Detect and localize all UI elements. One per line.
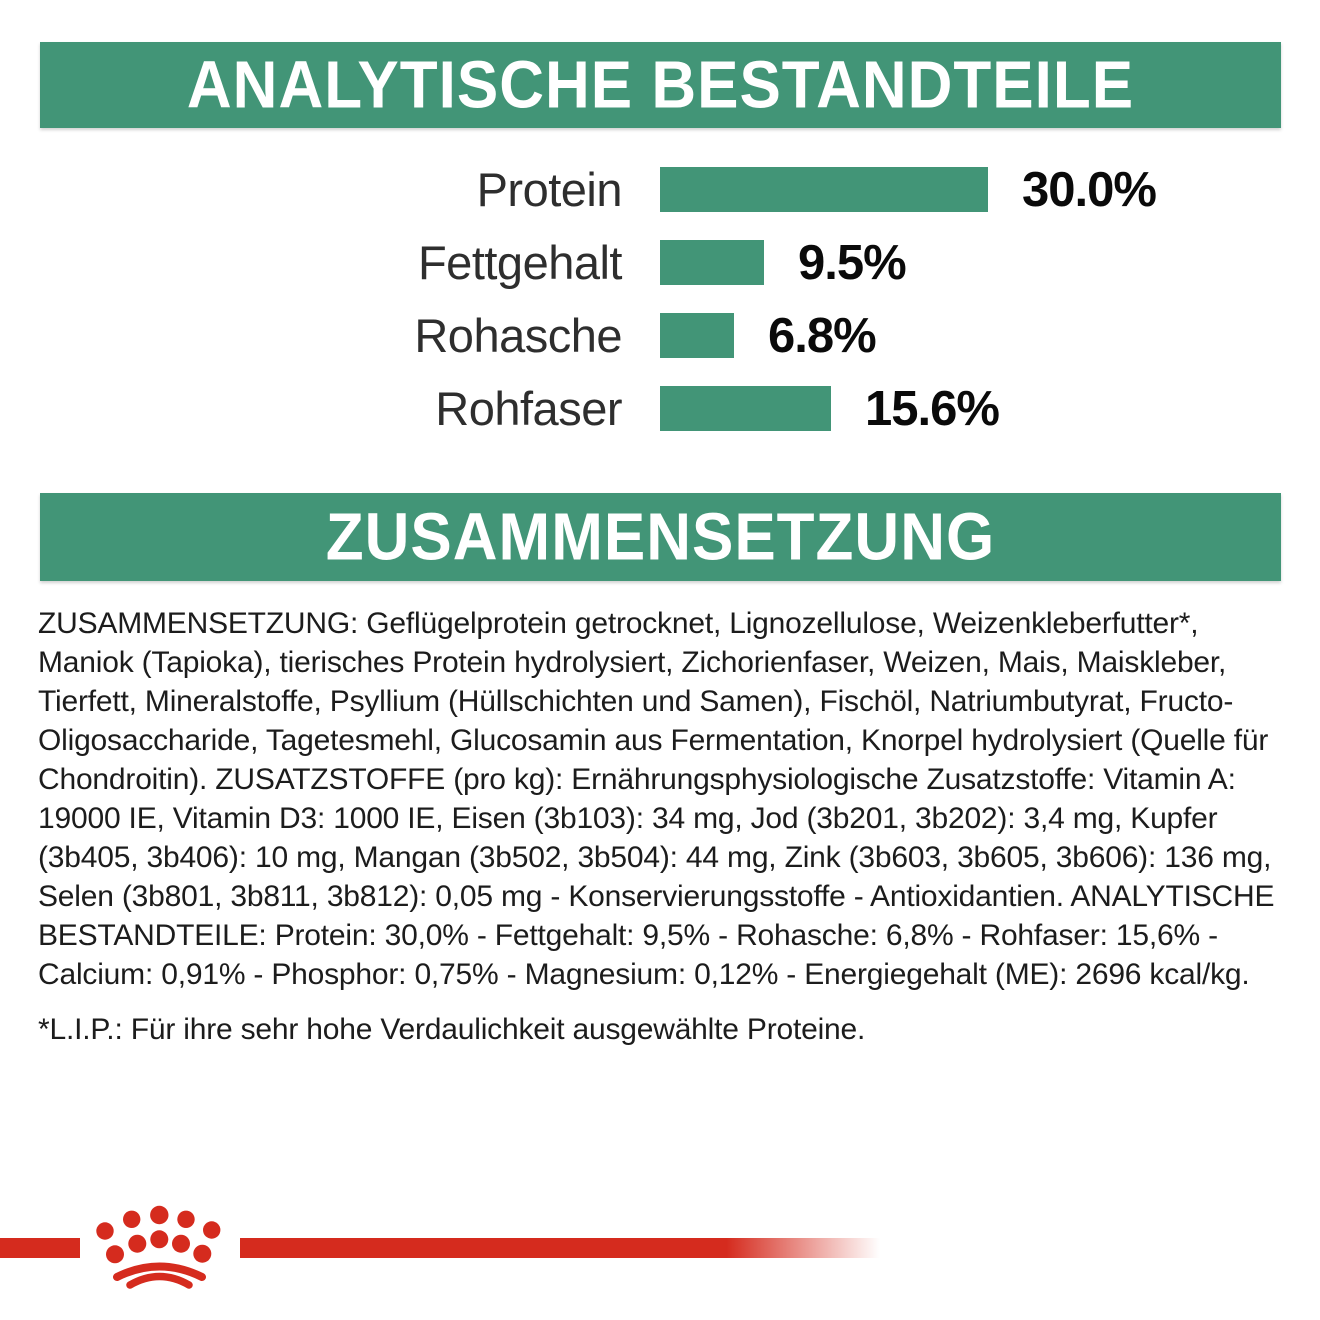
chart-value: 30.0% <box>1022 162 1157 217</box>
chart-row: Rohasche 6.8% <box>0 309 1320 363</box>
chart-label: Fettgehalt <box>417 236 623 289</box>
chart-row: Fettgehalt 9.5% <box>0 236 1320 290</box>
royal-canin-crown-icon <box>96 1205 221 1289</box>
composition-title: ZUSAMMENSETZUNG <box>325 499 996 575</box>
chart-row: Protein 30.0% <box>0 163 1320 217</box>
chart-label: Rohfaser <box>435 382 622 435</box>
brand-stripe-right <box>240 1238 880 1258</box>
chart-bar <box>660 167 988 212</box>
chart-value: 6.8% <box>768 308 877 363</box>
chart-bar <box>660 313 734 358</box>
analytical-components-title: ANALYTISCHE BESTANDTEILE <box>186 47 1135 123</box>
chart-label: Rohasche <box>414 309 622 362</box>
analytical-components-banner: ANALYTISCHE BESTANDTEILE <box>40 42 1281 128</box>
chart-bar <box>660 386 831 431</box>
chart-bar <box>660 240 764 285</box>
composition-text: ZUSAMMENSETZUNG: Geflügelprotein getrock… <box>38 607 1275 991</box>
chart-label: Protein <box>476 163 623 216</box>
composition-banner: ZUSAMMENSETZUNG <box>40 493 1281 581</box>
chart-value: 9.5% <box>798 235 907 290</box>
analytical-chart: Protein 30.0% Fettgehalt 9.5% Rohasche 6.8% Ro… <box>0 163 1320 459</box>
lip-footnote: *L.I.P.: Für ihre sehr hohe Verdaulichke… <box>38 1013 866 1046</box>
chart-value: 15.6% <box>865 381 1000 436</box>
chart-row: Rohfaser 15.6% <box>0 382 1320 436</box>
brand-stripe-left <box>0 1238 80 1258</box>
composition-block: ZUSAMMENSETZUNG: Geflügelprotein getrock… <box>38 604 1290 1049</box>
